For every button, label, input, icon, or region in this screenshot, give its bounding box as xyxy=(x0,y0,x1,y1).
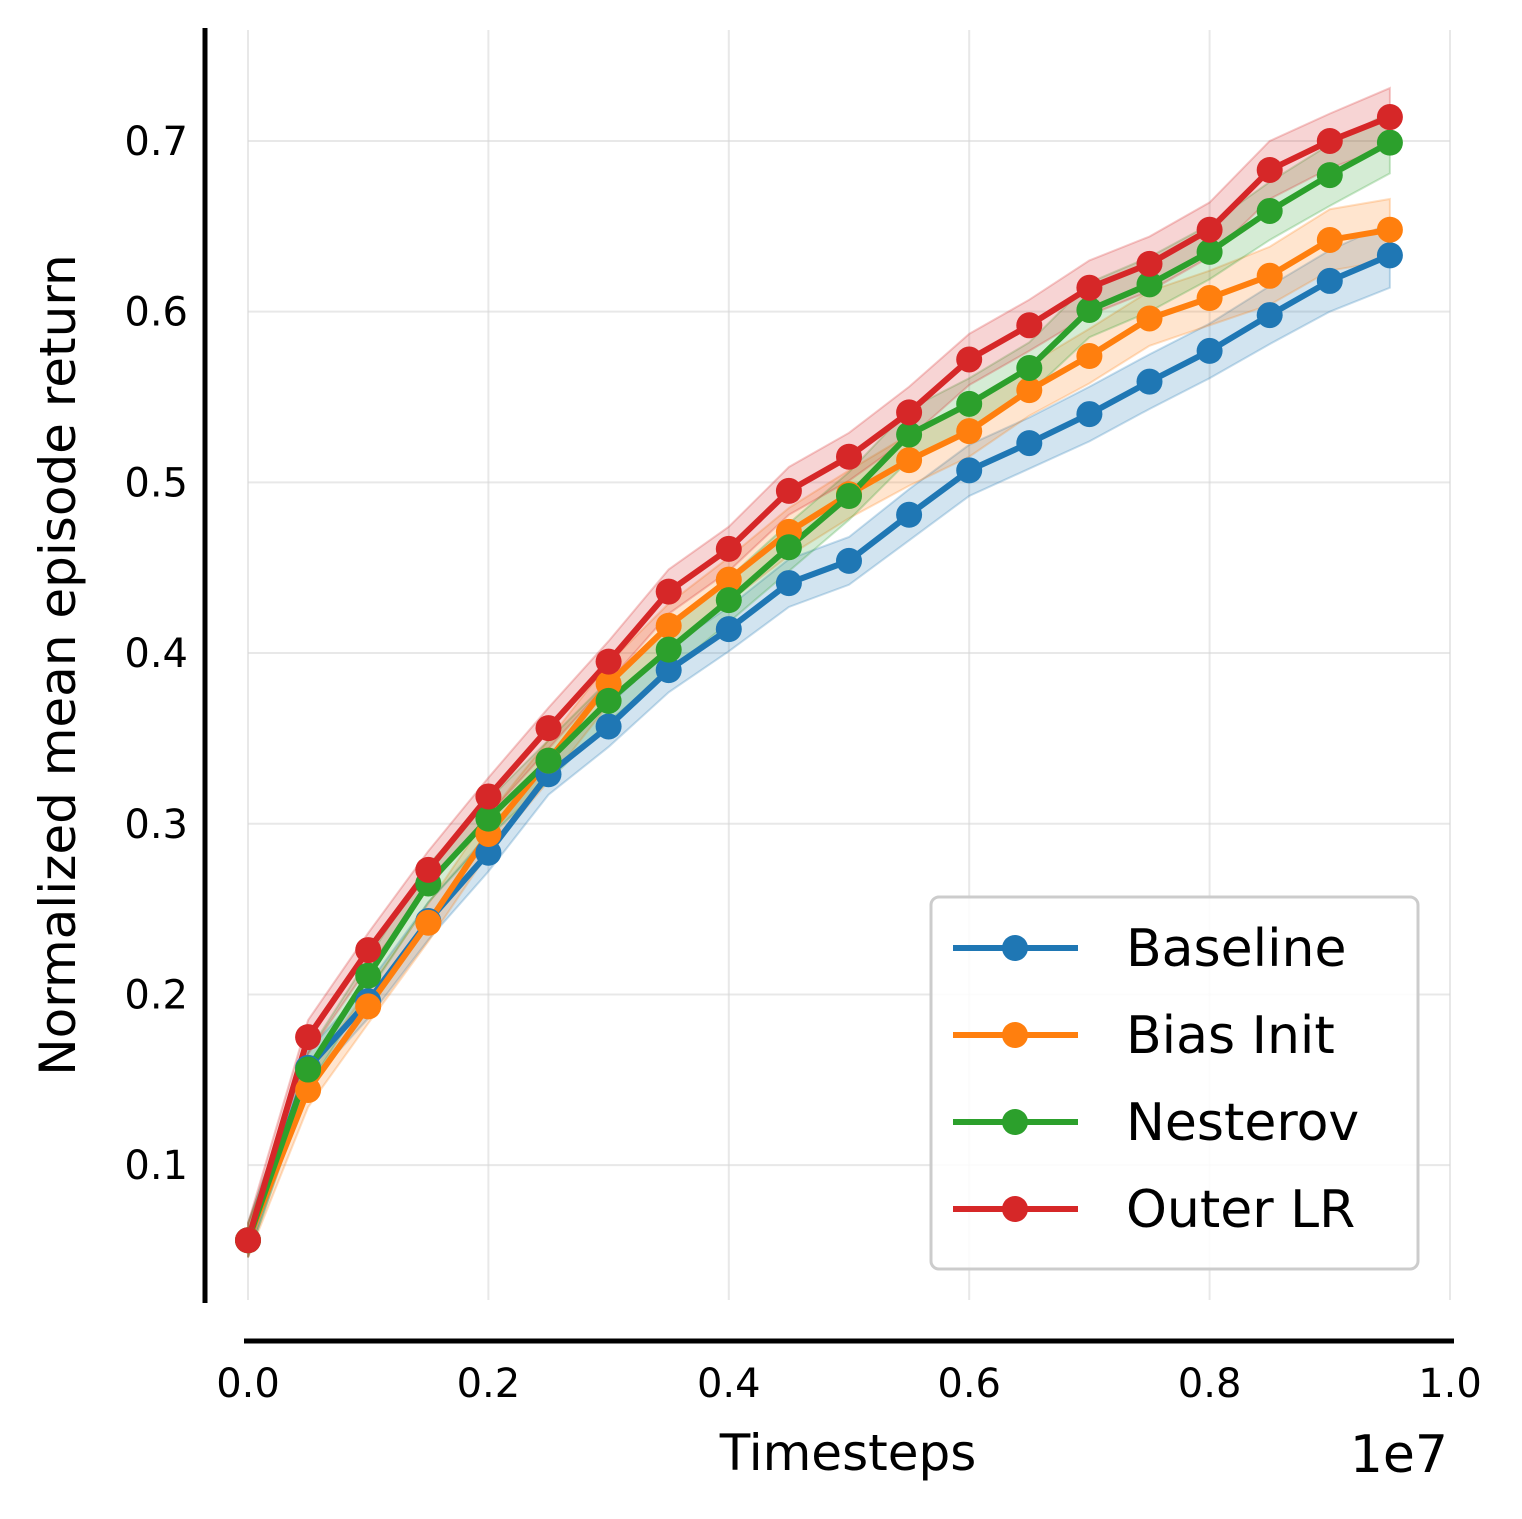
baseline-point xyxy=(475,839,502,866)
outer-lr-point xyxy=(535,715,562,742)
baseline-point xyxy=(655,657,682,684)
baseline-point xyxy=(1196,337,1223,364)
bias-init-point xyxy=(1196,284,1223,311)
x-tick-label: 0.2 xyxy=(457,1361,521,1407)
nesterov-point xyxy=(1256,197,1283,224)
baseline-point xyxy=(956,457,983,484)
nesterov-point xyxy=(1196,238,1223,265)
bias-init-point xyxy=(715,566,742,593)
nesterov-point xyxy=(355,962,382,989)
bias-init-point xyxy=(355,993,382,1020)
outer-lr-point xyxy=(415,856,442,883)
bias-init-point xyxy=(1136,305,1163,332)
bias-init-point xyxy=(1076,343,1103,370)
baseline-point xyxy=(1016,430,1043,457)
legend-box xyxy=(929,895,1420,1271)
baseline-point xyxy=(1256,302,1283,329)
nesterov-point xyxy=(295,1056,322,1083)
y-tick-label: 0.3 xyxy=(124,802,188,848)
baseline-point xyxy=(595,713,622,740)
legend-baseline-label: Baseline xyxy=(1126,919,1346,979)
x-tick-label: 0.6 xyxy=(937,1361,1001,1407)
legend-bias-init-label: Bias Init xyxy=(1126,1006,1335,1066)
x-tick-labels: 0.0 0.2 0.4 0.6 0.8 1.0 xyxy=(216,1361,1482,1407)
nesterov-point xyxy=(1016,354,1043,381)
legend: Baseline Bias Init Nesterov Outer LR xyxy=(929,895,1420,1271)
x-offset-label: 1e7 xyxy=(1350,1425,1448,1485)
baseline-point xyxy=(1376,242,1403,269)
legend-outer-lr-label: Outer LR xyxy=(1126,1180,1355,1240)
outer-lr-point xyxy=(1076,274,1103,301)
baseline-point xyxy=(836,547,862,574)
legend-nesterov-marker xyxy=(1002,1109,1028,1135)
baseline-point xyxy=(1076,401,1103,428)
legend-nesterov-label: Nesterov xyxy=(1126,1093,1359,1153)
x-tick-label: 0.8 xyxy=(1178,1361,1242,1407)
outer-lr-point xyxy=(475,783,502,810)
bias-init-point xyxy=(1256,262,1283,289)
outer-lr-point xyxy=(956,346,983,373)
legend-bias-init-marker xyxy=(1002,1022,1028,1048)
y-tick-label: 0.1 xyxy=(124,1143,188,1189)
x-tick-label: 0.0 xyxy=(216,1361,280,1407)
grid-lines xyxy=(247,30,1451,1300)
nesterov-point xyxy=(655,636,682,663)
outer-lr-point xyxy=(1016,312,1043,339)
bias-init-point xyxy=(1376,216,1403,243)
y-tick-label: 0.7 xyxy=(124,119,188,165)
baseline-point xyxy=(1136,368,1163,395)
legend-outer-lr-marker xyxy=(1002,1196,1028,1222)
bias-init-point xyxy=(1016,377,1043,404)
outer-lr-point xyxy=(235,1227,261,1254)
x-tick-label: 1.0 xyxy=(1418,1361,1482,1407)
nesterov-point xyxy=(1136,271,1163,298)
y-tick-labels: 0.1 0.2 0.3 0.4 0.5 0.6 0.7 xyxy=(124,119,188,1189)
outer-lr-point xyxy=(295,1024,322,1051)
y-tick-label: 0.2 xyxy=(124,972,188,1018)
nesterov-point xyxy=(1316,162,1343,189)
baseline-point xyxy=(715,616,742,643)
bias-init-point xyxy=(956,418,983,445)
outer-lr-point xyxy=(1316,127,1343,154)
outer-lr-point xyxy=(715,535,742,562)
outer-lr-point xyxy=(595,648,622,675)
outer-lr-point xyxy=(896,399,923,426)
bias-init-point xyxy=(415,909,442,936)
outer-lr-point xyxy=(355,937,382,964)
outer-lr-point xyxy=(1376,104,1403,131)
series-points xyxy=(235,104,1403,1254)
nesterov-point xyxy=(595,687,622,714)
x-tick-label: 0.4 xyxy=(697,1361,761,1407)
outer-lr-point xyxy=(1136,250,1163,277)
baseline-point xyxy=(896,501,923,528)
nesterov-point xyxy=(775,534,802,561)
bias-init-point xyxy=(295,1077,322,1104)
nesterov-point xyxy=(896,421,923,448)
y-tick-label: 0.6 xyxy=(124,290,188,336)
bias-init-point xyxy=(896,447,923,474)
baseline-point xyxy=(1316,267,1343,294)
baseline-point xyxy=(775,570,802,597)
bias-init-point xyxy=(1316,226,1343,253)
legend-baseline-marker xyxy=(1002,935,1028,961)
outer-lr-point xyxy=(1256,156,1283,183)
outer-lr-point xyxy=(836,443,862,470)
y-tick-label: 0.5 xyxy=(124,460,188,506)
nesterov-point xyxy=(1376,129,1403,156)
nesterov-point xyxy=(836,483,862,510)
nesterov-point xyxy=(1076,296,1103,323)
y-axis-label: Normalized mean episode return xyxy=(29,254,87,1075)
y-tick-label: 0.4 xyxy=(124,631,188,677)
nesterov-point xyxy=(715,587,742,614)
nesterov-point xyxy=(535,747,562,774)
nesterov-point xyxy=(956,390,983,417)
outer-lr-point xyxy=(655,578,682,605)
x-axis-label: Timesteps xyxy=(719,1424,977,1482)
bias-init-point xyxy=(655,612,682,639)
outer-lr-point xyxy=(775,477,802,504)
outer-lr-point xyxy=(1196,216,1223,243)
nesterov-point xyxy=(475,805,502,832)
